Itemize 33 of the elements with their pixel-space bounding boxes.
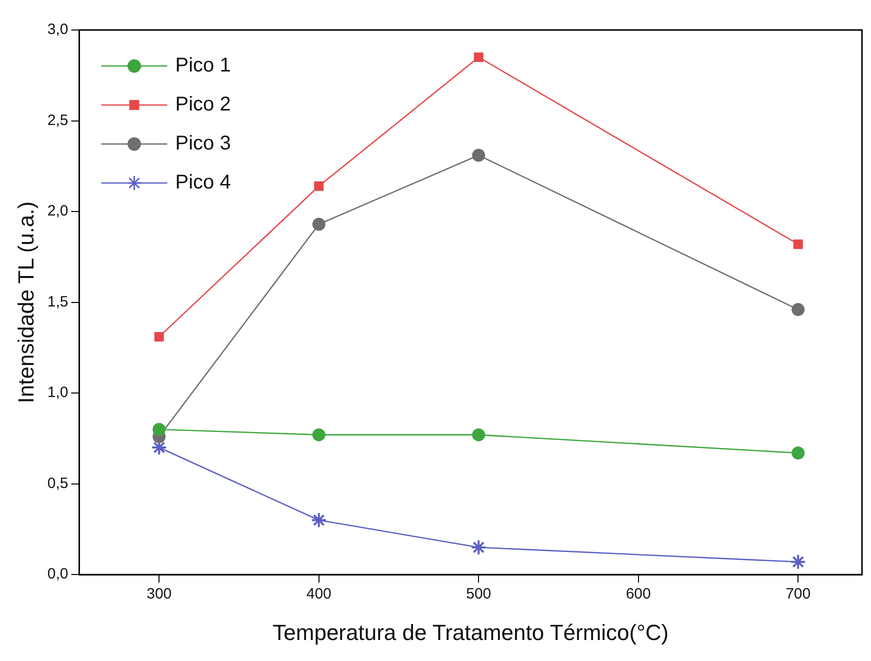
legend-label: Pico 3 bbox=[175, 132, 231, 155]
x-tick-label: 400 bbox=[306, 586, 332, 603]
x-axis-title: Temperatura de Tratamento Térmico(°C) bbox=[272, 620, 669, 645]
point bbox=[310, 512, 327, 528]
point bbox=[792, 303, 805, 316]
legend-label: Pico 1 bbox=[175, 54, 231, 77]
legend-label: Pico 4 bbox=[175, 172, 231, 194]
point bbox=[474, 52, 484, 62]
x-tick-label: 700 bbox=[786, 586, 811, 603]
point bbox=[312, 218, 326, 231]
point bbox=[151, 440, 168, 456]
point bbox=[792, 446, 805, 460]
x-tick-label: 500 bbox=[466, 586, 492, 603]
y-tick-label: 1,0 bbox=[47, 384, 68, 402]
point bbox=[470, 539, 487, 556]
point bbox=[152, 422, 166, 436]
x-tick-label: 600 bbox=[626, 586, 651, 603]
legend-label: Pico 2 bbox=[175, 94, 231, 116]
y-tick-label: 0,5 bbox=[47, 474, 68, 492]
point bbox=[793, 239, 803, 249]
point bbox=[790, 554, 806, 570]
point bbox=[312, 428, 326, 442]
y-tick-label: 2,5 bbox=[47, 112, 68, 129]
y-tick-label: 0,0 bbox=[47, 566, 68, 583]
y-tick-label: 1,5 bbox=[47, 293, 68, 310]
y-axis-title: Intensidade TL (u.a.) bbox=[13, 201, 38, 404]
point bbox=[154, 332, 164, 342]
y-tick-label: 2,0 bbox=[47, 202, 68, 220]
point bbox=[472, 148, 486, 162]
point bbox=[314, 181, 324, 191]
x-tick-label: 300 bbox=[146, 586, 172, 603]
y-tick-label: 3,0 bbox=[47, 21, 68, 38]
point bbox=[472, 428, 486, 442]
